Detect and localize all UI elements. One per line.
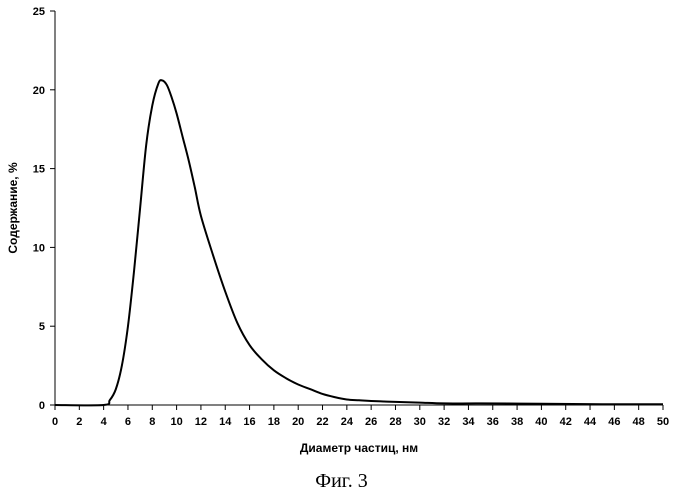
x-tick-label: 50 [657,416,669,428]
x-tick-label: 4 [101,416,108,428]
y-tick-label: 0 [39,400,45,412]
y-tick-label: 15 [33,164,45,176]
x-tick-label: 14 [219,416,232,428]
x-tick-label: 20 [292,416,304,428]
x-tick-label: 8 [149,416,155,428]
y-tick-label: 25 [33,6,45,18]
x-tick-label: 30 [414,416,426,428]
x-tick-label: 12 [195,416,207,428]
x-tick-label: 34 [462,416,475,428]
line-chart: 0246810121416182022242628303234363840424… [0,0,683,470]
series-line [55,80,663,405]
x-tick-label: 2 [76,416,82,428]
x-tick-label: 26 [365,416,377,428]
x-tick-label: 10 [170,416,182,428]
x-tick-label: 0 [52,416,58,428]
x-tick-label: 16 [243,416,255,428]
x-tick-label: 6 [125,416,131,428]
y-tick-label: 10 [33,242,45,254]
x-tick-label: 24 [341,416,354,428]
x-tick-label: 38 [511,416,523,428]
x-tick-label: 32 [438,416,450,428]
x-tick-label: 22 [316,416,328,428]
y-tick-label: 20 [33,85,45,97]
x-tick-label: 40 [535,416,547,428]
x-axis-title: Диаметр частиц, нм [300,441,418,455]
y-ticks: 0 5 10 15 20 25 [33,6,55,412]
x-tick-label: 48 [633,416,645,428]
figure-caption: Фиг. 3 [0,470,683,493]
x-tick-label: 44 [584,416,597,428]
x-tick-label: 28 [389,416,401,428]
x-tick-label: 36 [487,416,499,428]
y-axis-title: Содержание, % [6,162,20,254]
y-tick-label: 5 [39,321,45,333]
x-ticks: 0246810121416182022242628303234363840424… [52,405,669,428]
x-tick-label: 42 [560,416,572,428]
x-tick-label: 18 [268,416,280,428]
x-tick-label: 46 [608,416,620,428]
